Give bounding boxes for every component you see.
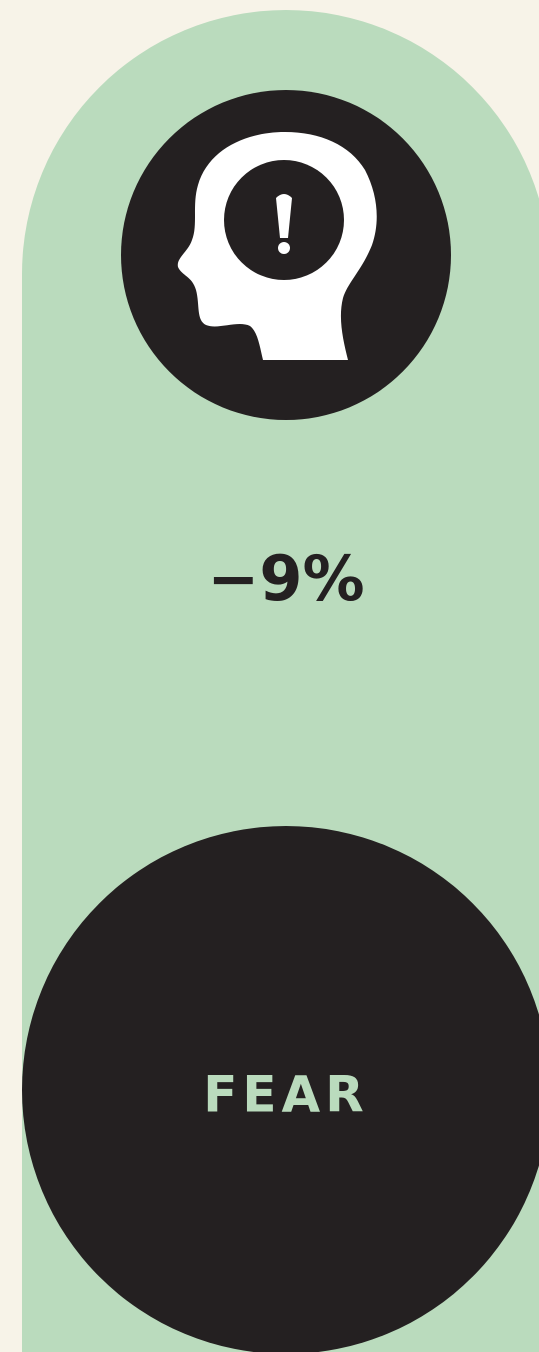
exclamation-bar <box>276 194 292 238</box>
stat-label: FEAR <box>203 1066 369 1124</box>
exclamation-dot <box>278 242 290 254</box>
label-circle <box>22 826 539 1352</box>
stat-value: −9% <box>207 542 364 615</box>
